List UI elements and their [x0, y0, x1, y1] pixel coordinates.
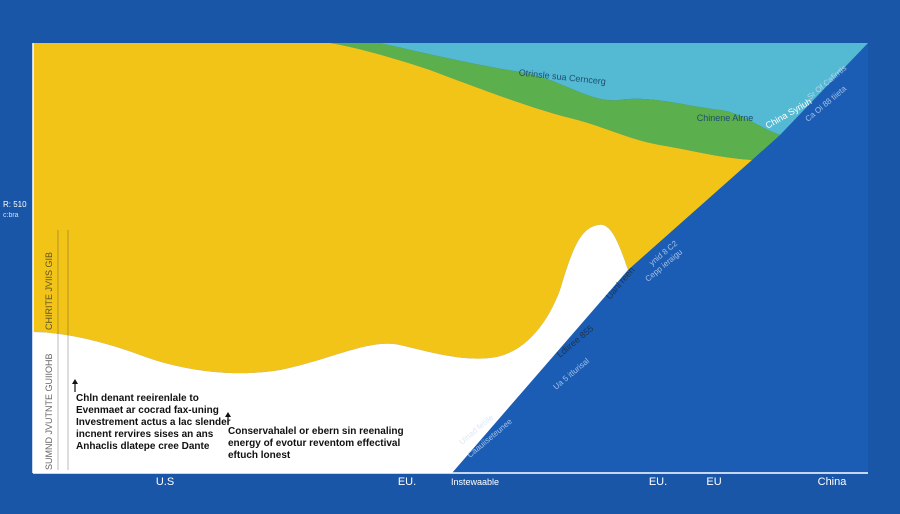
annotation-line: Chln denant reeirenlale to [76, 393, 199, 404]
area-cyan [33, 43, 868, 135]
annotation-line: incnent rervires sises an ans [76, 429, 214, 440]
x-tick-label: Instewaable [451, 477, 499, 487]
annotation-line: Evenmaet ar cocrad fax-uning [76, 405, 219, 416]
y-tick-label: c:bra [3, 212, 19, 219]
annotation-line: Investrement actus a lac slender [76, 417, 231, 428]
area-yellow [33, 43, 752, 374]
x-tick-label: U.S [156, 476, 174, 488]
left-vertical-label: SUMND JVUTNTE GUIIOHB [44, 353, 54, 470]
annotation-line: Conservahalel or ebern sin reenaling [228, 426, 404, 437]
area-green [33, 43, 780, 160]
x-tick-label: EU. [398, 476, 416, 488]
annotation-line: Anhaclis dlatepe cree Dante [76, 441, 210, 452]
y-tick-label: R: 510 [3, 200, 27, 209]
x-tick-label: EU. [649, 476, 667, 488]
series-label-green: Chinene Alrne [697, 113, 754, 123]
annotation-arrowhead [72, 379, 78, 384]
annotation-line: eftuch lonest [228, 450, 291, 461]
left-vertical-label: CHIRITE JVIIS GIB [44, 252, 54, 330]
area-white [33, 224, 628, 473]
x-tick-label: EU [706, 476, 721, 488]
annotation-arrowhead [225, 412, 231, 417]
x-tick-label: China [818, 476, 848, 488]
annotation-line: energy of evotur reventom effectival [228, 438, 400, 449]
